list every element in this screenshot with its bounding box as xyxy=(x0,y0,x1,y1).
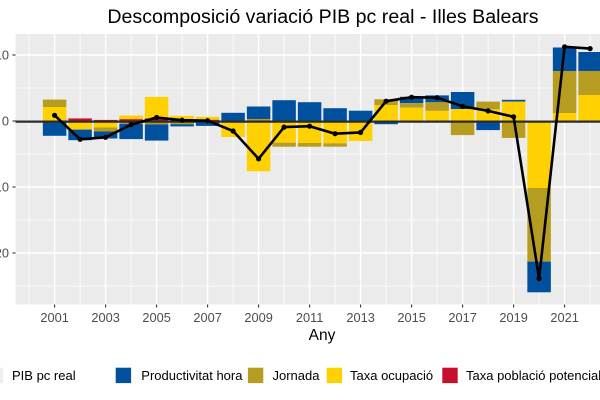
svg-text:2017: 2017 xyxy=(448,310,476,325)
svg-text:2021: 2021 xyxy=(550,310,578,325)
svg-text:Taxa ocupació: Taxa ocupació xyxy=(350,368,433,383)
svg-text:2013: 2013 xyxy=(346,310,374,325)
svg-text:-20: -20 xyxy=(0,246,9,261)
svg-text:Jornada: Jornada xyxy=(273,368,321,383)
svg-text:2003: 2003 xyxy=(91,310,119,325)
svg-text:2011: 2011 xyxy=(296,310,324,325)
svg-text:2005: 2005 xyxy=(142,310,170,325)
svg-text:Productivitat hora: Productivitat hora xyxy=(141,368,243,383)
svg-text:2001: 2001 xyxy=(40,310,68,325)
svg-text:Descomposició variació PIB pc: Descomposició variació PIB pc real - Ill… xyxy=(107,6,538,28)
svg-text:Any: Any xyxy=(309,327,336,344)
svg-text:2009: 2009 xyxy=(244,310,272,325)
svg-text:10: 10 xyxy=(0,48,9,63)
svg-text:Taxa població potencial: Taxa població potencial xyxy=(466,368,600,383)
svg-text:PIB pc real: PIB pc real xyxy=(12,368,76,383)
svg-text:0: 0 xyxy=(2,114,9,129)
svg-text:2019: 2019 xyxy=(499,310,527,325)
svg-text:2007: 2007 xyxy=(193,310,221,325)
svg-text:2015: 2015 xyxy=(397,310,425,325)
svg-text:-10: -10 xyxy=(0,180,9,195)
